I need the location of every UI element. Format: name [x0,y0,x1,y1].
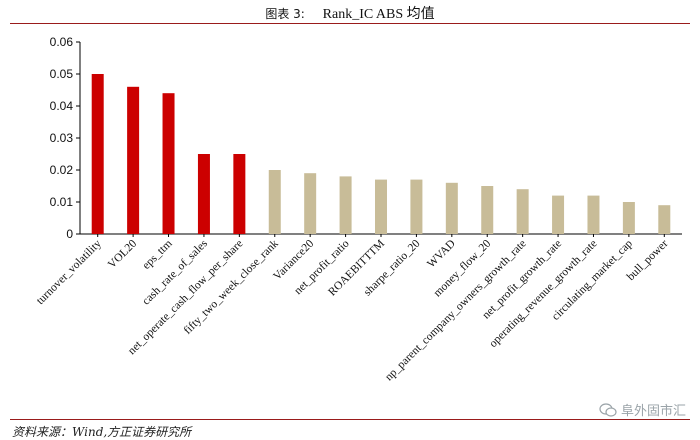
y-tick-label: 0.06 [50,35,74,49]
bar [658,205,671,234]
bar [91,74,104,234]
y-tick-label: 0.04 [50,99,74,113]
figure-header: 图表 3: Rank_IC ABS 均值 [0,0,700,24]
bar [445,182,458,234]
y-tick-label: 0 [66,227,73,241]
bar [587,195,600,234]
bar-chart: 0 0.01 0.02 0.03 0.04 0.05 0.06 turnover_volati… [34,35,682,383]
bar [622,202,635,234]
x-tick-label: eps_ttm [140,238,174,272]
figure-title-text: Rank_IC ABS 均值 [322,7,435,22]
bar [375,179,387,234]
bar [268,170,281,234]
y-tick-label: 0.05 [50,67,74,81]
bar [233,154,246,234]
bar [339,176,352,234]
wechat-icon [599,402,617,417]
watermark-text: 阜外固市汇 [620,404,686,419]
figure-title: 图表 3: Rank_IC ABS 均值 [0,3,700,23]
footer-rule [10,419,690,420]
x-tick-label: VOL20 [106,237,140,271]
y-tick-label: 0.02 [50,163,74,177]
y-tick-label: 0.03 [50,131,74,145]
x-tick-label: turnover_volatility [34,237,104,307]
bar [197,154,210,234]
watermark: 阜外固市汇 [599,400,686,419]
x-tick-label: cash_rate_of_sales [140,237,210,307]
x-tick-label: WVAD [425,238,458,271]
bar [481,186,494,234]
bar [552,195,565,234]
bar [304,173,317,234]
bar [410,179,423,234]
header-rule [10,23,690,24]
y-tick-label: 0.01 [50,195,74,209]
source-note: 资料来源：Wind,方正证券研究所 [12,425,192,439]
bar [127,86,140,234]
figure-number: 图表 3: [265,7,305,21]
bar [162,93,175,234]
bar [516,189,529,234]
